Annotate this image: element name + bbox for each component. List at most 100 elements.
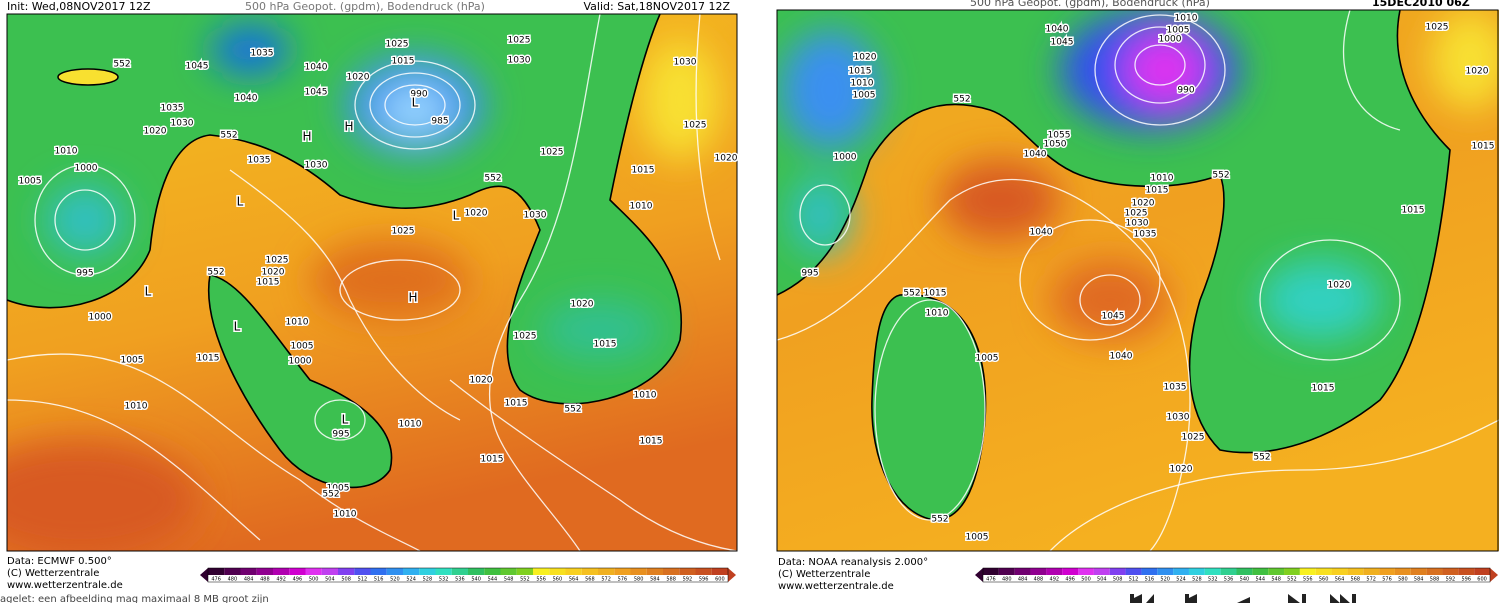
colorbar-label: 572 — [1366, 577, 1376, 583]
isobar-label: 1040 — [235, 94, 258, 104]
isobar-label: 1025 — [392, 227, 415, 237]
colorbar-label: 564 — [569, 577, 579, 583]
colorbar-label: 476 — [986, 577, 996, 583]
isobar-label: 1040 — [1110, 352, 1133, 362]
colorbar-label: 548 — [504, 577, 514, 583]
left-website: www.wetterzentrale.de — [7, 580, 123, 591]
colorbar-label: 568 — [585, 577, 595, 583]
colorbar-swatch — [1014, 568, 1031, 575]
colorbar-swatch — [1315, 568, 1332, 575]
isobar-label: 1000 — [75, 164, 98, 174]
colorbar-label: 496 — [293, 577, 303, 583]
isobar-label: 552 — [322, 490, 339, 500]
isobar-label: 1020 — [470, 376, 493, 386]
colorbar-label: 516 — [374, 577, 384, 583]
left-valid: Valid: Sat,18NOV2017 12Z — [584, 0, 731, 13]
colorbar-swatch — [1458, 568, 1475, 575]
colorbar-swatch — [614, 568, 631, 575]
pressure-center: L — [342, 413, 349, 427]
colorbar-label: 544 — [1255, 577, 1265, 583]
isobar-label: 1045 — [186, 62, 209, 72]
isobar-label: 990 — [1177, 86, 1194, 96]
colorbar-swatch — [354, 568, 371, 575]
colorbar-swatch — [1347, 568, 1364, 575]
isobar-label: 552 — [484, 174, 501, 184]
left-copyright: (C) Wetterzentrale — [7, 568, 99, 579]
isobar-label: 1045 — [1051, 38, 1074, 48]
isobar-label: 1000 — [1159, 35, 1182, 45]
isobar-label: 1035 — [251, 49, 274, 59]
isobar-label: 1010 — [286, 318, 309, 328]
colorbar-swatch — [273, 568, 290, 575]
colorbar-label: 588 — [666, 577, 676, 583]
colorbar-label: 548 — [1271, 577, 1281, 583]
colorbar-label: 512 — [358, 577, 368, 583]
isobar-label: 1020 — [1466, 67, 1489, 77]
colorbar-swatch — [403, 568, 420, 575]
colorbar-swatch — [565, 568, 582, 575]
colorbar-swatch — [1125, 568, 1142, 575]
isobar-label: 1035 — [161, 104, 184, 114]
isobar-label: 552 — [953, 95, 970, 105]
isobar-label: 552 — [1212, 171, 1229, 181]
colorbar-label: 504 — [325, 577, 335, 583]
isobar-label: 1040 — [1046, 25, 1069, 35]
colorbar-label: 592 — [683, 577, 693, 583]
colorbar-swatch — [240, 568, 257, 575]
isobar-label: 1030 — [1126, 219, 1149, 229]
isobar-label: 1010 — [399, 420, 422, 430]
colorbar-swatch — [468, 568, 485, 575]
colorbar-swatch — [1173, 568, 1189, 575]
isobar-label: 1005 — [19, 177, 42, 187]
colorbar-swatch — [581, 568, 598, 575]
player-controls[interactable] — [1130, 594, 1356, 603]
pressure-center: L — [412, 96, 419, 110]
colorbar-swatch — [1157, 568, 1174, 575]
colorbar-swatch — [1426, 568, 1443, 575]
colorbar-swatch — [1220, 568, 1237, 575]
isobar-label: 985 — [431, 117, 448, 127]
colorbar-swatch — [663, 568, 680, 575]
isobar-label: 1015 — [197, 354, 220, 364]
colorbar-frame — [982, 567, 1491, 583]
isobar-label: 1000 — [289, 357, 312, 367]
colorbar-label: 568 — [1351, 577, 1361, 583]
colorbar-swatch — [256, 568, 273, 575]
isobar-label: 552 — [903, 289, 920, 299]
colorbar-swatch — [1141, 568, 1158, 575]
colorbar-swatch — [711, 568, 728, 575]
isobar-label: 1020 — [715, 154, 738, 164]
colorbar-swatch — [1363, 568, 1380, 575]
colorbar-swatch — [1093, 568, 1110, 575]
isobar-label: 1005 — [327, 484, 350, 494]
colorbar-swatch — [1236, 568, 1253, 575]
isobar-label: 1035 — [248, 156, 271, 166]
isobar-label: 1015 — [257, 278, 280, 288]
colorbar-swatch — [451, 568, 468, 575]
colorbar-swatch — [1394, 568, 1411, 575]
colorbar-swatch — [1204, 568, 1221, 575]
colorbar-label: 528 — [1192, 577, 1202, 583]
isobar-label: 1025 — [1182, 433, 1205, 443]
isobar-label: 1015 — [1472, 142, 1495, 152]
isobar-label: 1005 — [1167, 26, 1190, 36]
isobar-label: 1015 — [849, 67, 872, 77]
isobar-label: 1015 — [1402, 206, 1425, 216]
isobar-label: 1015 — [594, 340, 617, 350]
colorbar-swatch — [646, 568, 663, 575]
colorbar-label: 488 — [260, 577, 270, 583]
colorbar-label: 600 — [1477, 577, 1487, 583]
isobar-label: 1025 — [541, 148, 564, 158]
colorbar-label: 592 — [1446, 577, 1456, 583]
right-date: 15DEC2010 06Z — [1372, 0, 1470, 9]
isobar-label: 1025 — [1125, 209, 1148, 219]
colorbar-label: 500 — [1081, 577, 1091, 583]
isobar-label: 1015 — [1312, 384, 1335, 394]
colorbar: 476 480 484 488 492 496 500 504 508 512 516 520 524 5… — [975, 567, 1498, 583]
colorbar-swatch — [1410, 568, 1427, 575]
isobar-label: 1010 — [55, 147, 78, 157]
isobar-label: 1020 — [1328, 281, 1351, 291]
colorbar-end — [200, 568, 208, 582]
colorbar-label: 516 — [1145, 577, 1155, 583]
colorbar-label: 496 — [1065, 577, 1075, 583]
